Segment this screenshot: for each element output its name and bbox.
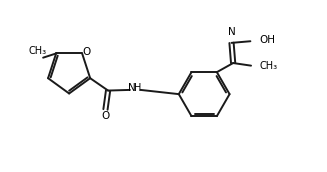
Text: CH₃: CH₃ bbox=[28, 46, 46, 56]
Text: CH₃: CH₃ bbox=[259, 61, 277, 71]
Text: O: O bbox=[82, 47, 90, 57]
Text: OH: OH bbox=[260, 35, 276, 45]
Text: N: N bbox=[128, 83, 135, 93]
Text: N: N bbox=[228, 27, 235, 37]
Text: O: O bbox=[101, 111, 110, 121]
Text: H: H bbox=[134, 83, 142, 93]
